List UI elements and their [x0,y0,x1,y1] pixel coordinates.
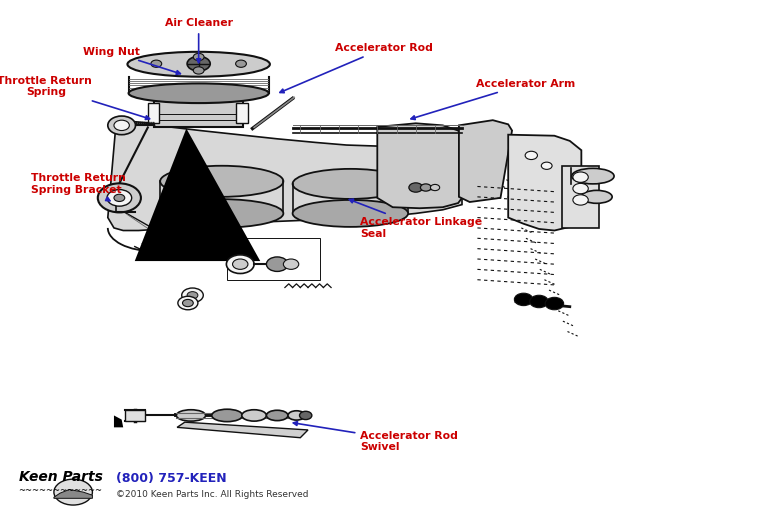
Circle shape [193,67,204,74]
Circle shape [178,296,198,310]
Text: Wing Nut: Wing Nut [83,47,180,75]
Circle shape [151,60,162,67]
Circle shape [514,293,533,306]
Circle shape [420,184,431,191]
Polygon shape [177,422,308,438]
Ellipse shape [266,410,288,421]
Text: Accelerator Linkage 
Seal: Accelerator Linkage Seal [350,199,486,239]
Ellipse shape [293,200,408,227]
Ellipse shape [288,411,305,420]
Ellipse shape [293,169,408,199]
Text: ~~~~~~~~~~~~: ~~~~~~~~~~~~ [18,486,102,495]
Ellipse shape [212,409,243,422]
Circle shape [573,172,588,182]
Bar [125,410,145,421]
Circle shape [525,151,537,160]
Circle shape [541,162,552,169]
Circle shape [114,120,129,131]
Polygon shape [114,415,123,427]
Bar [562,166,599,228]
Ellipse shape [176,410,206,421]
Circle shape [545,297,564,310]
Bar [227,238,320,280]
Bar [236,103,248,123]
Polygon shape [135,128,260,261]
Polygon shape [54,490,92,498]
Text: Throttle Return 
Spring: Throttle Return Spring [0,76,149,120]
Circle shape [98,183,141,212]
Circle shape [193,53,204,61]
Circle shape [54,479,92,505]
Circle shape [430,184,440,191]
Bar [148,103,159,123]
Polygon shape [459,120,512,202]
Circle shape [530,295,548,308]
Polygon shape [108,122,462,231]
Circle shape [182,288,203,303]
Circle shape [107,190,132,206]
Circle shape [226,255,254,274]
Ellipse shape [300,411,312,420]
Circle shape [187,292,198,299]
Text: Accelerator Rod
Swivel: Accelerator Rod Swivel [293,422,458,452]
Text: Air Cleaner: Air Cleaner [165,18,233,63]
Circle shape [114,194,125,202]
Ellipse shape [128,52,270,77]
Polygon shape [377,123,462,208]
Text: Keen Parts: Keen Parts [19,470,103,484]
Ellipse shape [129,83,269,103]
Circle shape [573,183,588,194]
Text: Accelerator Arm: Accelerator Arm [411,79,575,120]
Circle shape [573,195,588,205]
Circle shape [266,257,288,271]
Text: ©2010 Keen Parts Inc. All Rights Reserved: ©2010 Keen Parts Inc. All Rights Reserve… [116,490,308,499]
Circle shape [409,183,423,192]
Ellipse shape [571,168,614,184]
Circle shape [182,299,193,307]
Circle shape [108,116,136,135]
Ellipse shape [160,199,283,228]
Circle shape [236,60,246,67]
Text: Throttle Return 
Spring Bracket: Throttle Return Spring Bracket [31,173,129,201]
Ellipse shape [581,190,612,203]
Circle shape [283,259,299,269]
Ellipse shape [242,410,266,421]
Ellipse shape [187,56,210,71]
Circle shape [233,259,248,269]
Text: (800) 757-KEEN: (800) 757-KEEN [116,472,226,485]
Text: Accelerator Rod: Accelerator Rod [280,43,433,93]
Ellipse shape [160,166,283,197]
Polygon shape [508,135,581,231]
Bar [154,92,243,127]
